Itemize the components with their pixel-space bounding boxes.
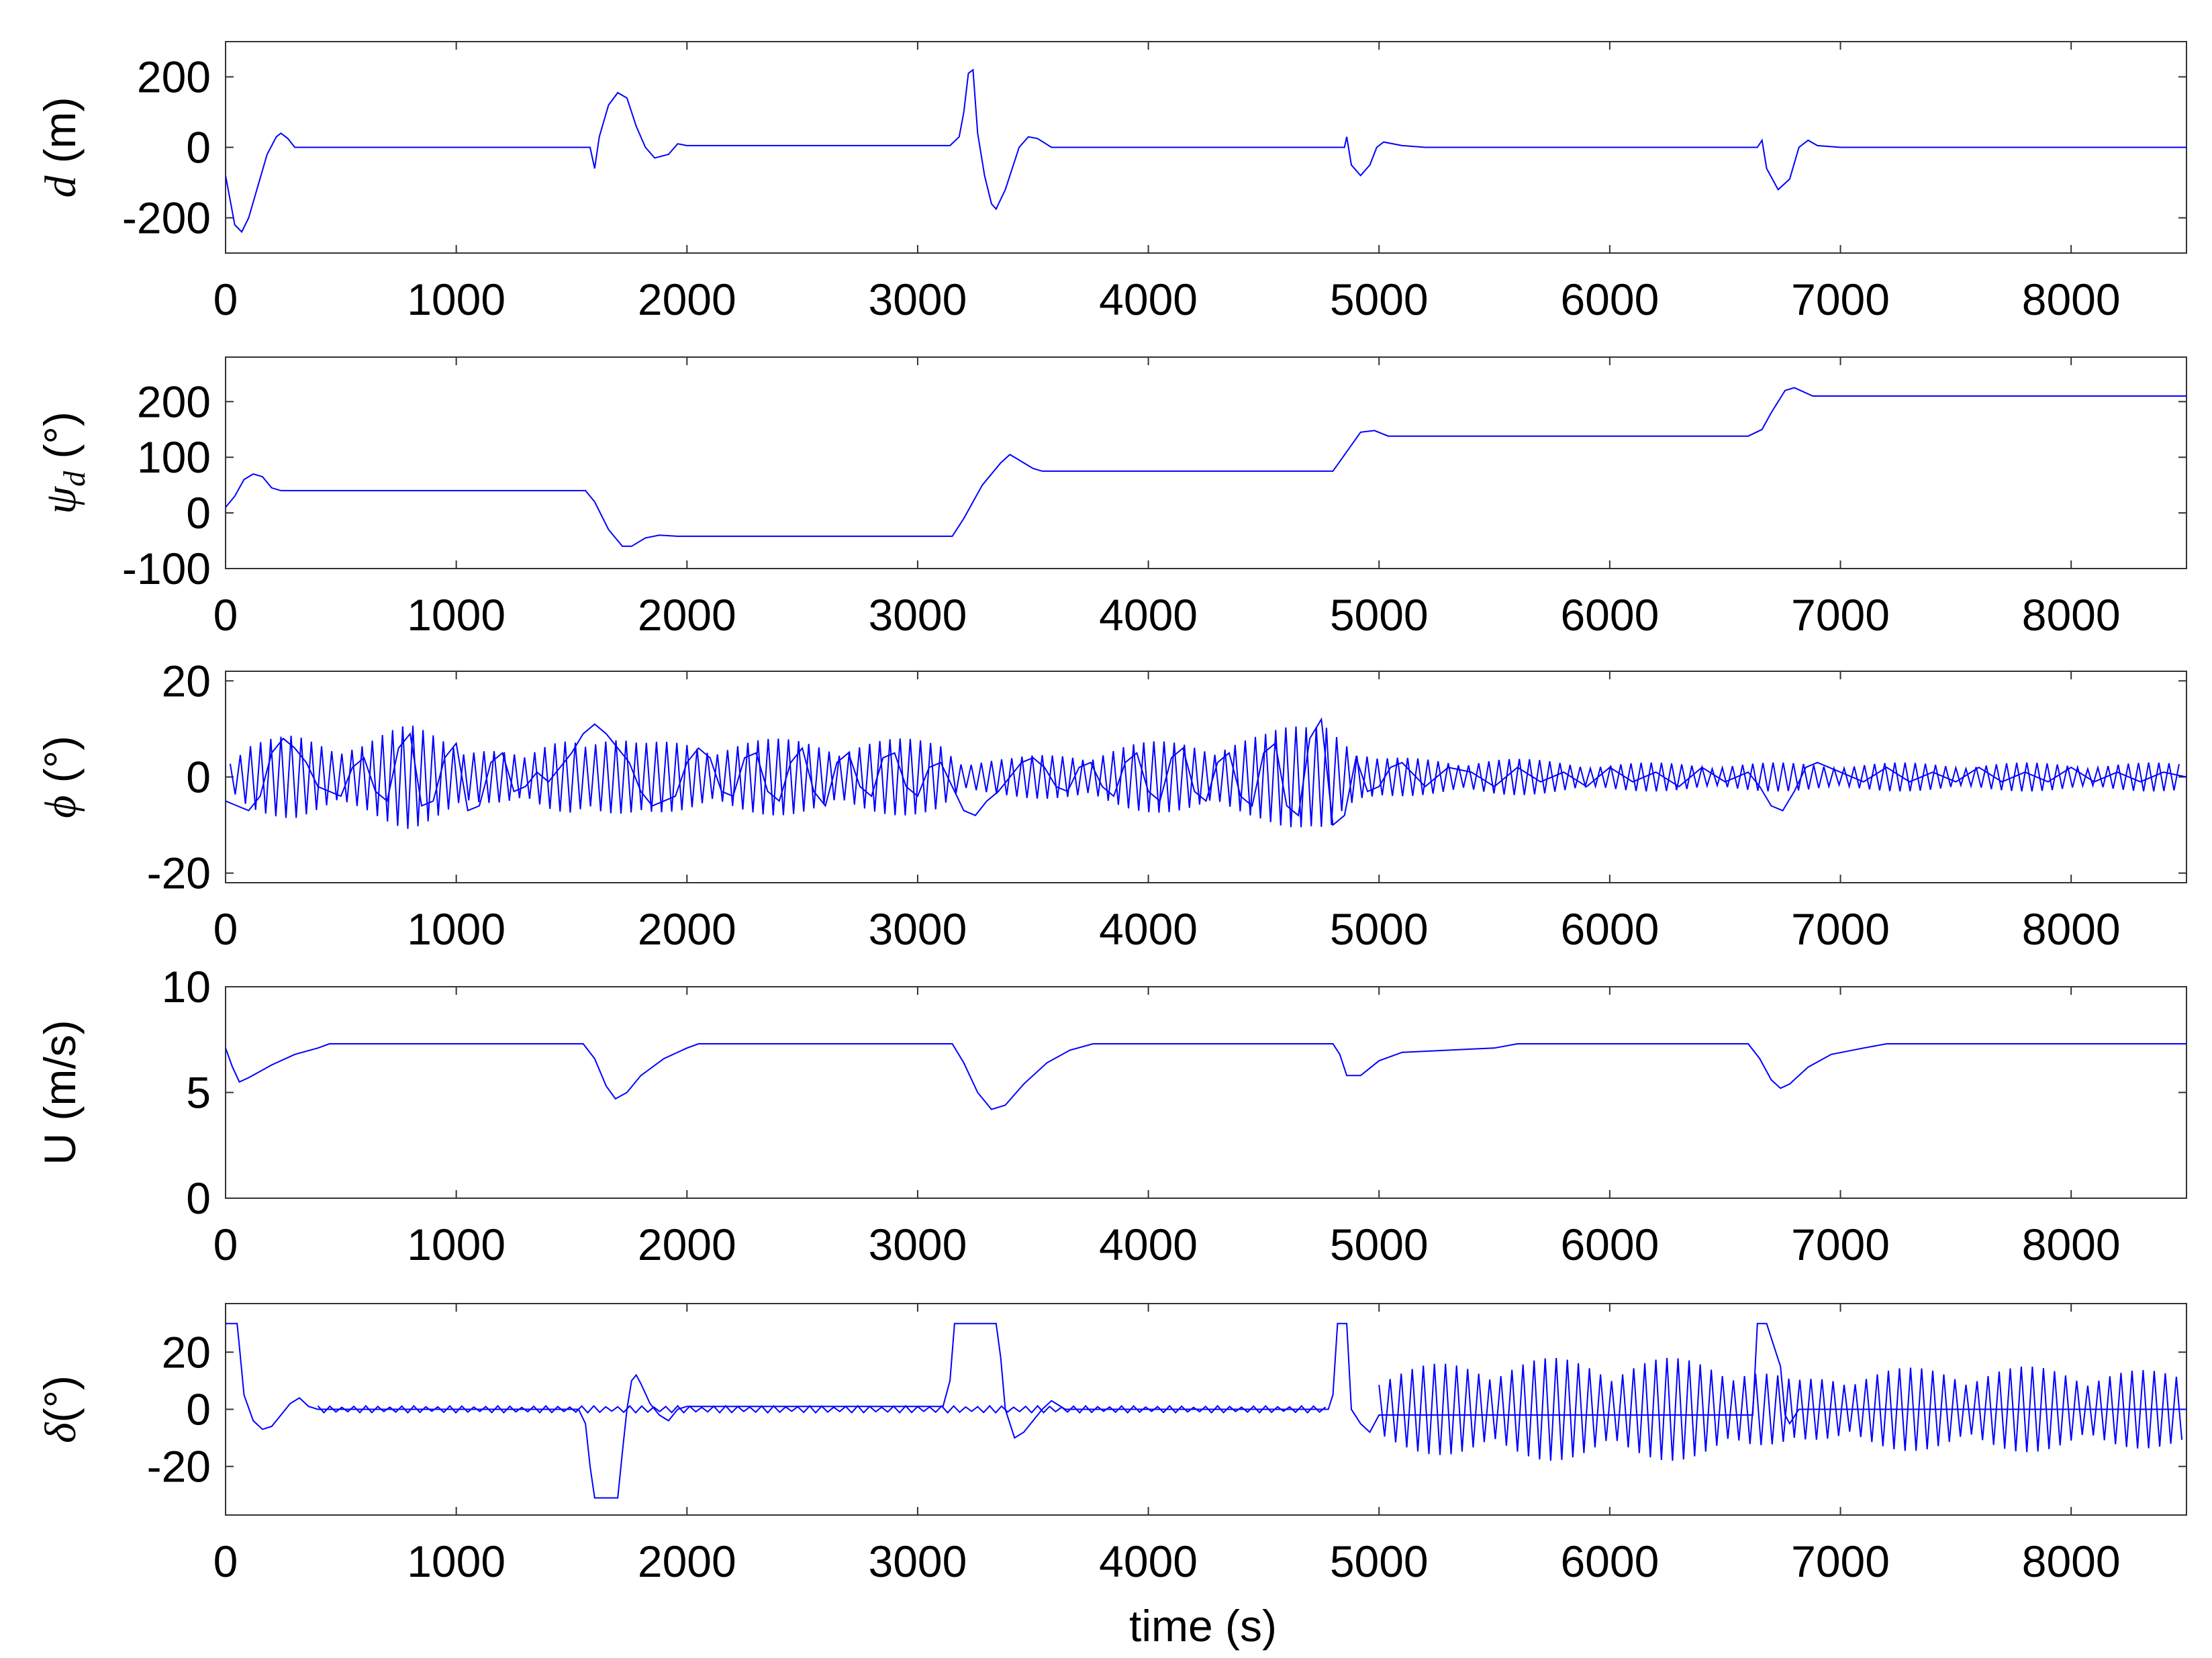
y-tick-label: 0 [186, 488, 211, 538]
y-axis-label-symbol: ϕ [36, 795, 85, 818]
y-tick-label: 100 [137, 432, 211, 482]
y-tick-label: 0 [186, 123, 211, 173]
series-line-2 [229, 725, 2180, 829]
x-tick-label: 5000 [1330, 275, 1429, 324]
x-tick-label: 5000 [1330, 590, 1429, 640]
y-tick-label: 20 [162, 656, 211, 705]
x-tick-label: 6000 [1560, 590, 1659, 640]
x-tick-label: 1000 [407, 590, 506, 640]
series-line-1 [226, 1043, 2186, 1110]
y-axis-label-unit: (°) [35, 736, 85, 795]
series-line-3 [1378, 1358, 2183, 1461]
x-tick-label: 7000 [1791, 590, 1890, 640]
x-tick-label: 7000 [1791, 275, 1890, 324]
x-tick-label: 1000 [407, 904, 506, 954]
x-tick-label: 0 [213, 590, 238, 640]
y-axis-label-subscript: d [57, 471, 91, 487]
y-axis-label-symbol: d [36, 175, 85, 198]
subplot-4: 0 1000 2000 3000 4000 5000 6000 7000 8000 0 5 10 U (… [35, 962, 2187, 1269]
x-tick-label: 0 [213, 1220, 238, 1269]
x-tick-label: 1000 [407, 275, 506, 324]
x-tick-label: 3000 [869, 275, 967, 324]
y-axis-label: δ(°) [35, 1375, 85, 1443]
subplot-2: 0 1000 2000 3000 4000 5000 6000 7000 8000-100010… [35, 356, 2187, 640]
x-tick-label: 5000 [1330, 1220, 1429, 1269]
x-tick-label: 7000 [1791, 904, 1890, 954]
x-tick-label: 6000 [1560, 1537, 1659, 1586]
x-tick-label: 6000 [1560, 1220, 1659, 1269]
y-axis-label-unit: (°) [35, 411, 85, 471]
plot-area [225, 356, 2187, 569]
x-tick-label: 8000 [2022, 1220, 2121, 1269]
x-tick-label: 7000 [1791, 1537, 1890, 1586]
x-tick-label: 3000 [869, 590, 967, 640]
y-axis-label-symbol: ψ [36, 486, 85, 514]
x-tick-label: 3000 [869, 1537, 967, 1586]
x-tick-label: 4000 [1099, 1220, 1198, 1269]
x-tick-label: 4000 [1099, 275, 1198, 324]
y-tick-label: 200 [137, 377, 211, 426]
y-axis-label: ϕ (°) [35, 736, 85, 818]
x-tick-label: 2000 [638, 275, 736, 324]
y-tick-label: 200 [137, 52, 211, 102]
x-tick-label: 6000 [1560, 904, 1659, 954]
x-tick-label: 2000 [638, 904, 736, 954]
x-tick-label: 4000 [1099, 904, 1198, 954]
y-tick-label: -20 [147, 1442, 211, 1492]
y-tick-label: -100 [122, 544, 211, 593]
x-tick-label: 8000 [2022, 1537, 2121, 1586]
subplot-3: 0 1000 2000 3000 4000 5000 6000 7000 8000-20020ϕ… [35, 656, 2187, 954]
x-tick-label: 0 [213, 275, 238, 324]
x-tick-label: 5000 [1330, 904, 1429, 954]
subplot-1: 0 1000 2000 3000 4000 5000 6000 7000 8000-200020… [35, 41, 2187, 324]
x-tick-label: 4000 [1099, 590, 1198, 640]
x-tick-label: 2000 [638, 1537, 736, 1586]
y-tick-label: 20 [162, 1327, 211, 1377]
y-tick-label: 0 [186, 1385, 211, 1434]
x-tick-label: 6000 [1560, 275, 1659, 324]
series-line-1 [226, 1322, 2186, 1499]
series-line-1 [226, 387, 2186, 547]
x-tick-label: 1000 [407, 1537, 506, 1586]
subplot-5: 0 1000 2000 3000 4000 5000 6000 7000 8000-20020δ… [35, 1303, 2187, 1586]
x-tick-label: 8000 [2022, 590, 2121, 640]
series-line-1 [226, 68, 2186, 234]
y-tick-label: 5 [186, 1068, 211, 1118]
x-tick-label: 8000 [2022, 275, 2121, 324]
x-tick-label: 0 [213, 1537, 238, 1586]
y-axis-label-unit: (m) [35, 97, 85, 175]
y-axis-label-unit: (°) [35, 1375, 85, 1422]
x-tick-label: 2000 [638, 1220, 736, 1269]
y-tick-label: 0 [186, 752, 211, 802]
x-tick-label: 7000 [1791, 1220, 1890, 1269]
subplots: 0 1000 2000 3000 4000 5000 6000 7000 8000-200020… [35, 41, 2187, 1586]
x-tick-label: 0 [213, 904, 238, 954]
x-axis-label: time (s) [1129, 1601, 1277, 1651]
y-axis-label-unit: U (m/s) [35, 1020, 85, 1165]
y-axis-label: d (m) [35, 97, 85, 197]
x-tick-label: 2000 [638, 590, 736, 640]
y-axis-label: U (m/s) [35, 1020, 85, 1165]
x-tick-label: 5000 [1330, 1537, 1429, 1586]
y-axis-label-symbol: δ [36, 1422, 85, 1443]
y-tick-label: -200 [122, 193, 211, 243]
x-tick-label: 8000 [2022, 904, 2121, 954]
x-tick-label: 4000 [1099, 1537, 1198, 1586]
y-tick-label: 10 [162, 962, 211, 1012]
y-axis-label: ψd (°) [35, 411, 91, 514]
x-tick-label: 1000 [407, 1220, 506, 1269]
series-line-2 [317, 1404, 1327, 1414]
x-tick-label: 3000 [869, 1220, 967, 1269]
x-tick-label: 3000 [869, 904, 967, 954]
y-tick-label: 0 [186, 1173, 211, 1223]
y-tick-label: -20 [147, 848, 211, 898]
